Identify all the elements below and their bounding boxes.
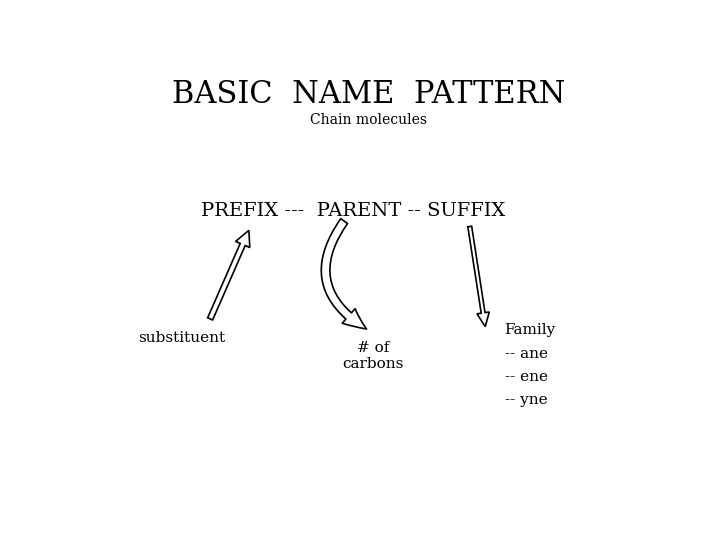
Text: -- ane: -- ane	[505, 347, 548, 361]
Text: # of
carbons: # of carbons	[342, 341, 404, 371]
Text: PREFIX ---  PARENT -- SUFFIX: PREFIX --- PARENT -- SUFFIX	[202, 202, 505, 220]
Text: BASIC  NAME  PATTERN: BASIC NAME PATTERN	[172, 78, 566, 110]
Text: Family: Family	[505, 323, 556, 338]
FancyArrowPatch shape	[321, 219, 366, 329]
Text: -- yne: -- yne	[505, 393, 547, 407]
Text: -- ene: -- ene	[505, 370, 548, 383]
Text: Chain molecules: Chain molecules	[310, 113, 428, 127]
Text: substituent: substituent	[138, 331, 225, 345]
